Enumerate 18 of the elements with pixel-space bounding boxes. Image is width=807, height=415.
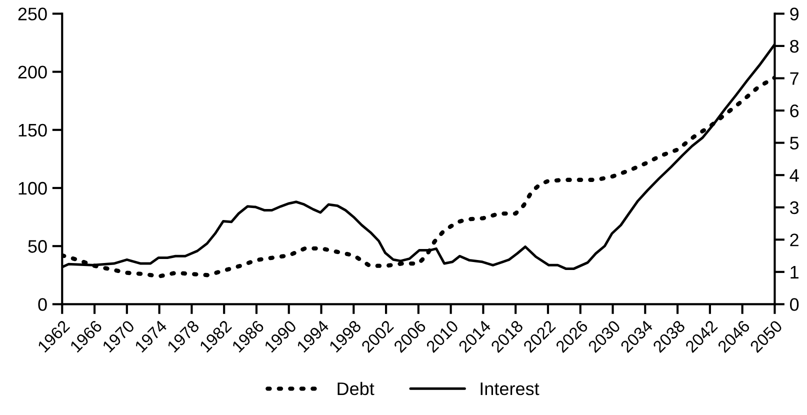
y2-tick-label: 1 <box>790 266 798 278</box>
y2-tick-label: 0 <box>790 298 799 311</box>
y2-tick-label: 8 <box>790 40 799 53</box>
y2-tick-label: 5 <box>790 136 799 150</box>
y2-tick-label: 7 <box>790 72 798 85</box>
y2-tick-label: 2 <box>790 234 798 246</box>
y2-tick-label: 4 <box>790 169 799 182</box>
y2-tick-label: 9 <box>790 8 798 20</box>
y-tick-label: 50 <box>28 240 47 253</box>
legend-label: Interest <box>480 382 540 396</box>
y-tick-label: 100 <box>18 182 47 195</box>
legend-label: Debt <box>338 382 374 396</box>
y-tick-label: 150 <box>18 124 47 137</box>
y-tick-label: 250 <box>18 8 47 20</box>
y2-tick-label: 6 <box>790 104 799 118</box>
y-tick-label: 0 <box>38 298 47 311</box>
y-tick-label: 200 <box>18 66 47 79</box>
y2-tick-label: 3 <box>790 201 799 214</box>
